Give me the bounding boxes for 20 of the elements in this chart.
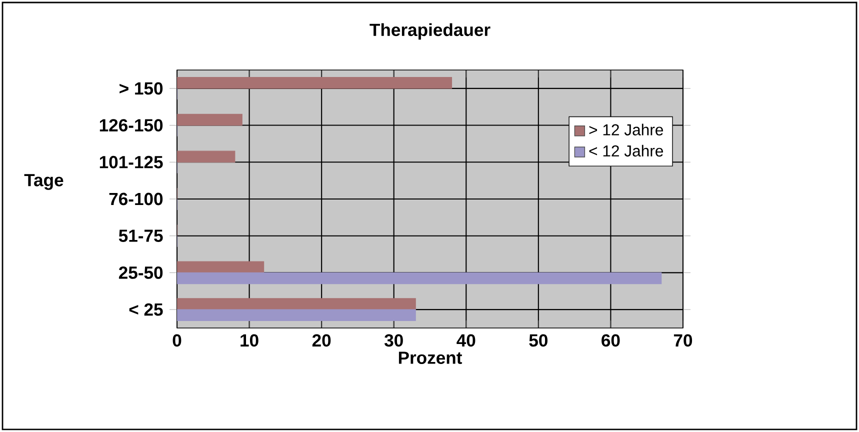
x-tick-label: 70 — [674, 334, 692, 347]
legend-label: > 12 Jahre — [589, 124, 664, 136]
y-axis-title: Tage — [24, 174, 64, 190]
y-tick-label: 76-100 — [109, 192, 163, 206]
y-tick-label: > 150 — [120, 82, 163, 95]
y-tick-label: 101-125 — [100, 156, 163, 168]
y-tick-label: < 25 — [129, 303, 163, 316]
chart-title: Therapiedauer — [370, 23, 490, 40]
x-tick-label: 60 — [602, 334, 620, 347]
x-tick-label: 10 — [240, 334, 258, 347]
x-tick-label: 30 — [384, 334, 403, 347]
y-tick-label: 51-75 — [118, 230, 163, 242]
x-tick-label: 0 — [172, 334, 182, 347]
x-axis-title: Prozent — [398, 352, 462, 364]
y-tick-label: 25-50 — [118, 266, 163, 279]
x-tick-label: 20 — [312, 334, 331, 347]
y-tick-label: 126-150 — [100, 119, 163, 132]
x-tick-label: 40 — [456, 334, 476, 347]
x-tick-label: 50 — [529, 334, 548, 347]
legend-label: < 12 Jahre — [589, 144, 664, 157]
